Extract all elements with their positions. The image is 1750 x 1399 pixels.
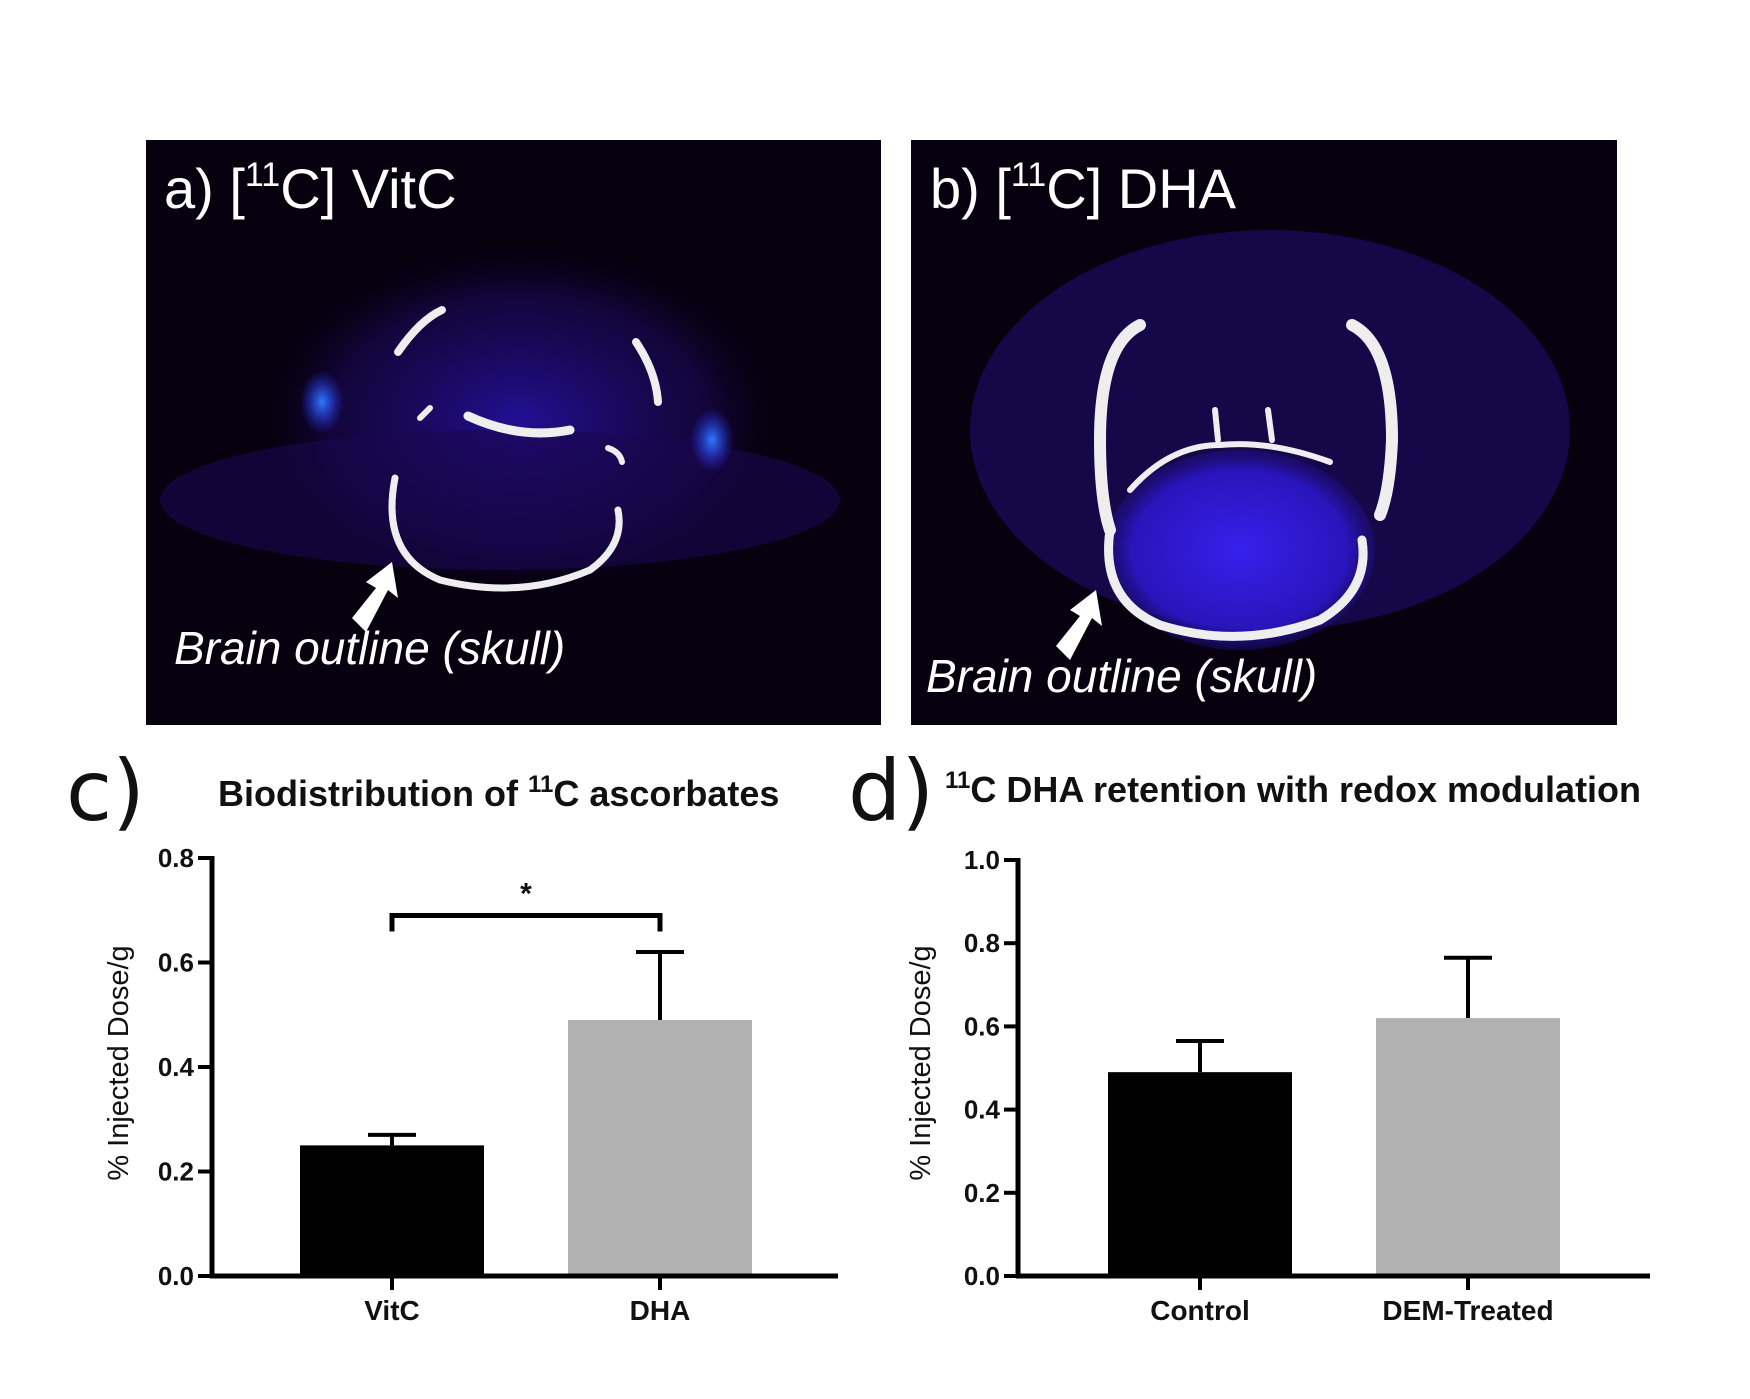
arrow-icon (1056, 590, 1102, 660)
significance-bracket (389, 912, 663, 932)
y-tick-label: 1.0 (964, 845, 1000, 875)
hotspot-right-a (690, 408, 734, 472)
x-tick-label-dha: DHA (630, 1295, 691, 1326)
y-tick-label: 0.6 (964, 1011, 1000, 1041)
bar-dha (568, 1019, 752, 1276)
significance-label: * (520, 877, 532, 910)
y-axis-label-c: % Injected Dose/g (103, 945, 135, 1180)
chart-c: c) Biodistribution of 11C ascorbates % I… (66, 742, 838, 1326)
chart-c-marks: 0.0 0.2 0.4 0.6 0.8 VitC DHA * (158, 843, 838, 1326)
pet-title-a: a) [11C] VitC (164, 156, 457, 220)
bar-dem-treated (1376, 1018, 1560, 1276)
y-tick-label: 0.4 (964, 1095, 1001, 1125)
skull-outline-a (388, 306, 662, 592)
y-tick-label: 0.2 (158, 1157, 194, 1187)
chart-title-d: 11C DHA retention with redox modulation (945, 767, 1641, 810)
bar-vitc (300, 1145, 484, 1276)
bar-control (1108, 1072, 1292, 1276)
y-tick-label: 0.8 (158, 843, 194, 873)
y-tick-label: 0.0 (964, 1261, 1000, 1291)
y-tick-label: 0.6 (158, 948, 194, 978)
skull-outline-b (1093, 319, 1399, 641)
y-tick-label: 0.4 (158, 1052, 195, 1082)
chart-title-c: Biodistribution of 11C ascorbates (218, 771, 779, 814)
pet-caption-b: Brain outline (skull) (926, 650, 1317, 702)
x-tick-label-control: Control (1150, 1295, 1250, 1326)
y-tick-label: 0.0 (158, 1261, 194, 1291)
body-glow-a (160, 430, 840, 570)
y-tick-label: 0.2 (964, 1178, 1000, 1208)
arrow-icon (352, 562, 398, 632)
x-tick-label-dem-treated: DEM-Treated (1382, 1295, 1553, 1326)
panel-letter-d: d) (848, 742, 934, 840)
pet-panel-b: b) [11C] DHA Brain outline (skull) (911, 140, 1617, 725)
chart-d: d) 11C DHA retention with redox modulati… (848, 742, 1650, 1326)
y-tick-label: 0.8 (964, 928, 1000, 958)
pet-title-b: b) [11C] DHA (930, 156, 1237, 220)
pet-panel-a: a) [11C] VitC Brain outline (skull) (146, 140, 881, 725)
chart-d-marks: 0.0 0.2 0.4 0.6 0.8 1.0 Control DEM-Treated (964, 845, 1650, 1326)
pet-caption-a: Brain outline (skull) (174, 622, 565, 674)
y-axis-label-d: % Injected Dose/g (905, 945, 937, 1180)
brain-signal-b (1105, 450, 1375, 650)
panel-letter-c: c) (66, 742, 145, 840)
hotspot-left-a (300, 370, 344, 434)
x-tick-label-vitc: VitC (364, 1295, 420, 1326)
